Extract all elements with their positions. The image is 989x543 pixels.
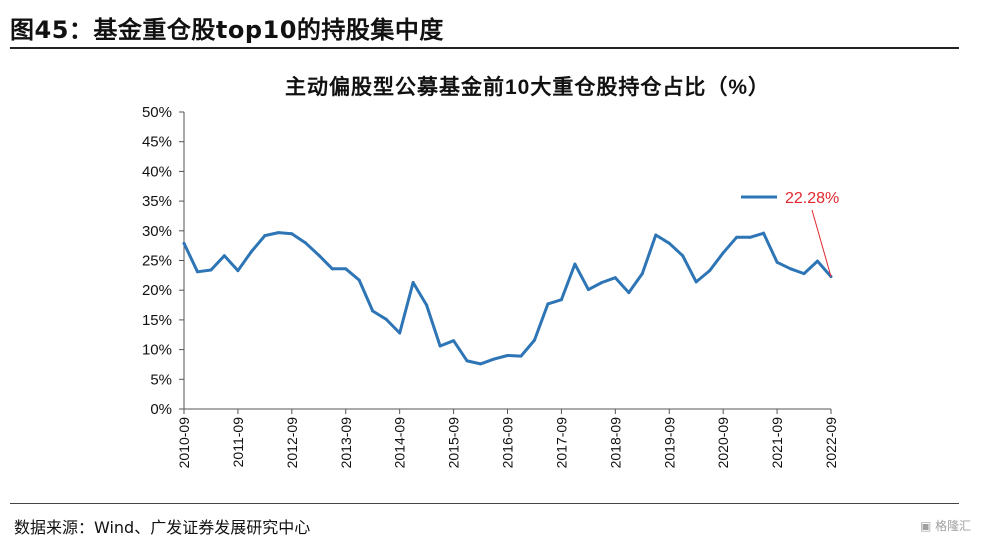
- x-tick-label: 2018-09: [607, 417, 623, 469]
- data-point: [506, 354, 509, 358]
- data-point: [330, 267, 334, 271]
- series-line: [182, 231, 833, 366]
- y-tick-label: 30%: [142, 223, 172, 240]
- y-tick-label: 15%: [142, 312, 172, 329]
- x-tick-label: 2021-09: [769, 417, 785, 469]
- data-point: [816, 259, 820, 263]
- data-point: [762, 231, 766, 235]
- data-point: [600, 280, 604, 284]
- y-tick-label: 10%: [142, 342, 172, 359]
- data-point: [465, 359, 469, 363]
- data-point: [802, 272, 806, 276]
- y-tick-label: 5%: [150, 371, 172, 388]
- data-point: [546, 302, 550, 306]
- x-tick-label: 2022-09: [823, 417, 839, 469]
- x-tick-label: 2010-09: [176, 417, 192, 469]
- data-point: [317, 253, 321, 257]
- data-point: [263, 234, 267, 238]
- data-point: [452, 339, 456, 343]
- data-point: [222, 254, 226, 258]
- data-point: [613, 276, 617, 280]
- title-divider: [10, 47, 959, 49]
- x-tick-label: 2020-09: [715, 417, 731, 469]
- data-source-note: 数据来源：Wind、广发证券发展研究中心: [14, 518, 311, 537]
- data-point: [694, 280, 698, 284]
- data-point: [209, 268, 213, 272]
- data-point: [681, 254, 685, 258]
- y-tick-label: 40%: [142, 163, 172, 180]
- annotation-leader-line: [811, 209, 832, 277]
- data-point: [532, 338, 536, 342]
- x-tick-label: 2014-09: [392, 417, 408, 469]
- data-point: [384, 317, 388, 321]
- data-point: [344, 267, 348, 271]
- data-point: [559, 298, 563, 302]
- x-tick-label: 2013-09: [338, 417, 354, 469]
- data-point: [721, 251, 725, 255]
- annotation-label: 22.28%: [785, 190, 839, 207]
- x-tick-label: 2015-09: [446, 417, 462, 469]
- data-point: [249, 250, 253, 254]
- data-point: [438, 344, 442, 348]
- data-point: [708, 269, 712, 273]
- data-point: [640, 272, 644, 276]
- data-point: [425, 303, 429, 307]
- data-point: [357, 278, 361, 282]
- data-point: [411, 280, 415, 284]
- y-tick-label: 50%: [142, 104, 172, 121]
- watermark-text: 格隆汇: [935, 519, 972, 533]
- x-tick-label: 2011-09: [230, 417, 246, 468]
- data-point: [276, 231, 280, 235]
- data-point: [479, 362, 483, 366]
- data-point: [398, 331, 402, 335]
- data-point: [371, 309, 375, 313]
- data-point: [573, 262, 577, 266]
- x-tick-label: 2012-09: [284, 417, 300, 469]
- y-tick-label: 35%: [142, 193, 172, 210]
- data-point: [627, 291, 631, 295]
- watermark-logo: ▣ 格隆汇: [920, 519, 972, 533]
- data-point: [735, 235, 739, 239]
- x-tick-label: 2016-09: [500, 417, 516, 469]
- y-tick-label: 0%: [150, 401, 172, 418]
- y-tick-label: 25%: [142, 253, 172, 270]
- data-point: [182, 241, 186, 245]
- data-point: [290, 232, 294, 236]
- y-tick-label: 45%: [142, 134, 172, 151]
- data-point: [748, 235, 752, 239]
- data-point: [654, 233, 658, 237]
- data-point: [303, 241, 307, 245]
- data-point: [789, 267, 793, 271]
- footer-divider: [10, 503, 959, 504]
- chart-title: 主动偏股型公募基金前10大重仓股持仓占比（%）: [285, 75, 770, 99]
- figure-title: 图45：基金重仓股top10的持股集中度: [10, 16, 444, 44]
- data-point: [492, 357, 496, 361]
- data-point: [586, 288, 590, 292]
- x-tick-label: 2019-09: [661, 417, 677, 469]
- data-point: [667, 241, 671, 245]
- data-point: [519, 354, 523, 358]
- data-point: [775, 260, 779, 264]
- y-tick-label: 20%: [142, 282, 172, 299]
- data-point: [236, 269, 240, 273]
- x-tick-label: 2017-09: [553, 417, 569, 469]
- data-point: [195, 270, 199, 274]
